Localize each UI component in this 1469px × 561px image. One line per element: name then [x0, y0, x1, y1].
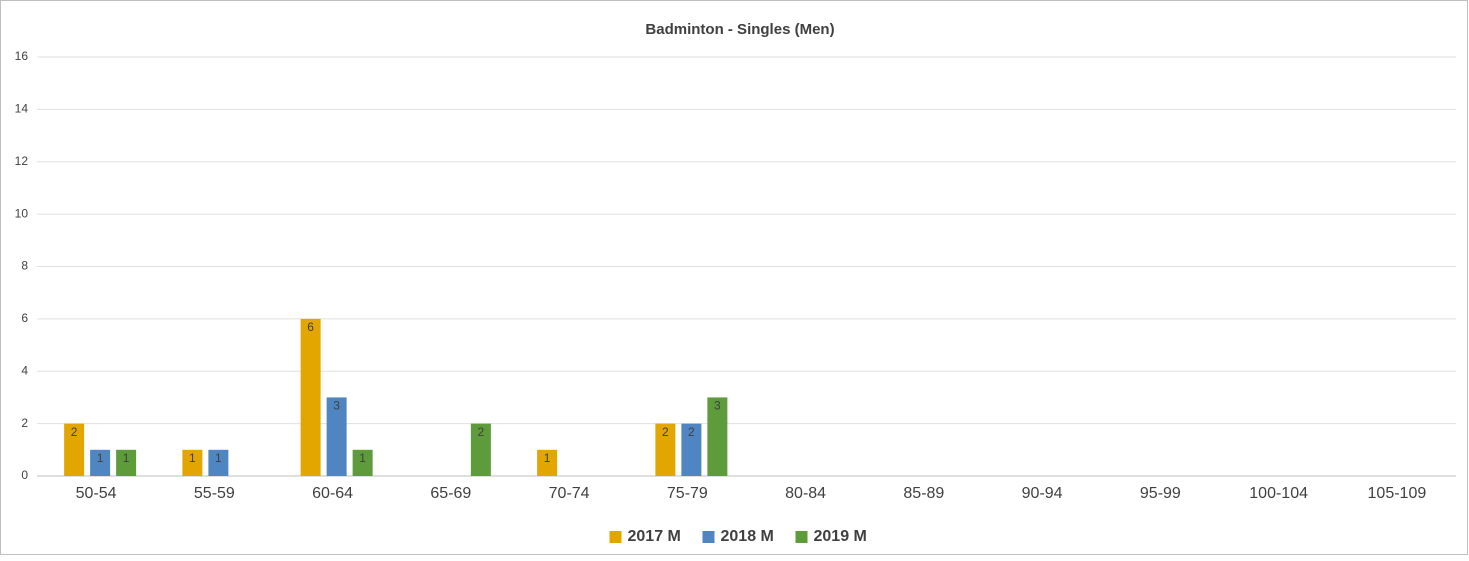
x-tick-label: 65-69 [430, 485, 471, 502]
data-label: 1 [215, 451, 222, 465]
data-label: 2 [688, 425, 695, 439]
bar [90, 449, 111, 476]
bar [208, 449, 229, 476]
bar [707, 397, 728, 476]
legend-label: 2017 M [628, 528, 681, 545]
y-tick-label: 2 [21, 416, 28, 430]
legend-label: 2018 M [721, 528, 774, 545]
x-tick-label: 70-74 [549, 485, 590, 502]
y-tick-label: 0 [21, 468, 28, 482]
data-label: 1 [544, 451, 551, 465]
bar [470, 423, 491, 476]
legend-swatch [795, 531, 808, 543]
bar [182, 449, 203, 476]
y-tick-label: 6 [21, 311, 28, 325]
data-label: 3 [714, 399, 721, 413]
bar [537, 449, 558, 476]
x-tick-label: 50-54 [76, 485, 117, 502]
x-tick-label: 85-89 [903, 485, 944, 502]
data-label: 1 [189, 451, 196, 465]
x-tick-label: 100-104 [1249, 485, 1308, 502]
data-label: 3 [333, 399, 340, 413]
x-tick-label: 90-94 [1022, 485, 1063, 502]
y-tick-label: 14 [15, 102, 29, 116]
x-tick-label: 95-99 [1140, 485, 1181, 502]
bar [64, 423, 85, 476]
legend-swatch [609, 531, 622, 543]
y-tick-label: 10 [15, 206, 29, 220]
y-tick-label: 8 [21, 259, 28, 273]
bar [352, 449, 373, 476]
bar [326, 397, 347, 476]
bar [655, 423, 676, 476]
y-tick-label: 12 [15, 154, 29, 168]
data-label: 1 [359, 451, 366, 465]
y-tick-label: 4 [21, 363, 28, 377]
x-tick-label: 80-84 [785, 485, 826, 502]
data-label: 2 [662, 425, 669, 439]
legend-swatch [702, 531, 715, 543]
x-tick-label: 60-64 [312, 485, 353, 502]
x-tick-label: 75-79 [667, 485, 708, 502]
data-label: 2 [71, 425, 78, 439]
data-label: 2 [478, 425, 485, 439]
chart-title: Badminton - Singles (Men) [645, 21, 834, 38]
data-label: 6 [307, 320, 314, 334]
x-tick-label: 55-59 [194, 485, 235, 502]
x-tick-label: 105-109 [1368, 485, 1427, 502]
y-tick-label: 16 [15, 49, 29, 63]
bar [681, 423, 702, 476]
data-label: 1 [97, 451, 104, 465]
bar [300, 318, 321, 476]
bar [116, 449, 137, 476]
legend-label: 2019 M [814, 528, 867, 545]
data-label: 1 [123, 451, 130, 465]
